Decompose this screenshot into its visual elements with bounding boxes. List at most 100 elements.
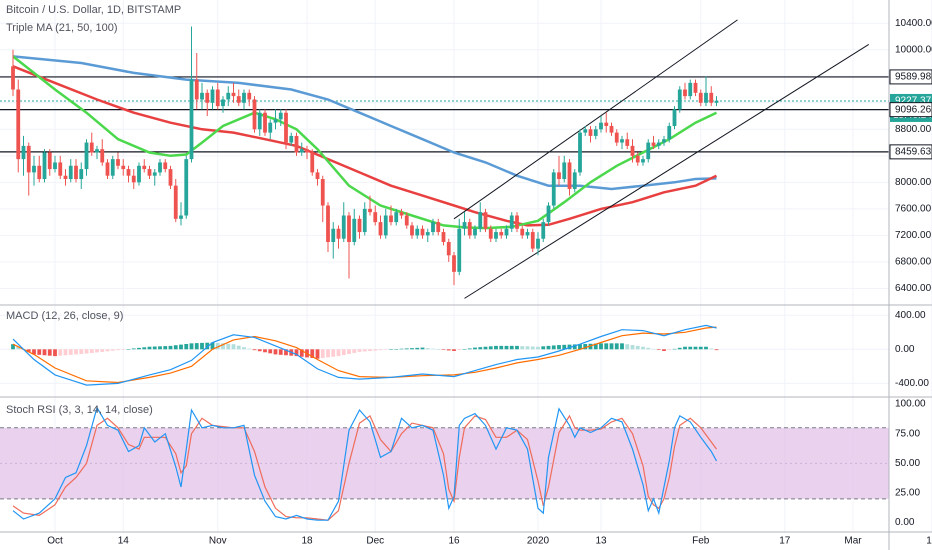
candle-body [467, 222, 472, 236]
macd-histogram-bar [399, 348, 404, 350]
candle-body [473, 228, 477, 236]
macd-histogram-bar [593, 343, 598, 350]
candle [341, 202, 346, 243]
candle [551, 169, 556, 209]
macd-histogram-bar [688, 346, 693, 350]
candle [520, 225, 525, 239]
macd-indicator-legend[interactable]: MACD (12, 26, close, 9) [6, 310, 124, 322]
candle [336, 225, 341, 249]
candle [457, 218, 462, 276]
macd-histogram-bar [389, 349, 393, 350]
macd-histogram-bar [121, 349, 126, 350]
macd-histogram-bar [263, 349, 267, 353]
candle [126, 165, 131, 183]
macd-histogram-bar [131, 348, 136, 350]
macd-histogram-bar [16, 346, 21, 350]
candle [530, 228, 535, 252]
candle [373, 205, 378, 226]
candle-body [662, 139, 666, 143]
candle-body [683, 89, 687, 97]
price-axis[interactable]: 6400.006800.007200.007600.008000.008400.… [889, 18, 932, 528]
candle-body [425, 232, 430, 236]
candle [562, 155, 567, 183]
macd-histogram-bar [714, 349, 719, 351]
macd-histogram-bar [452, 349, 456, 351]
candle-body [488, 228, 493, 239]
candle [163, 159, 168, 173]
macd-histogram-bar [410, 348, 414, 350]
candle [593, 125, 598, 140]
candle [599, 116, 603, 133]
macd-histogram-bar [226, 343, 231, 350]
macd-histogram-bar [42, 349, 47, 356]
symbol-title[interactable]: Bitcoin / U.S. Dollar, 1D, BITSTAMP [6, 4, 182, 16]
macd-histogram-bar [425, 348, 430, 350]
stoch-tick-label: 25.00 [895, 488, 920, 499]
candle [515, 212, 519, 233]
candle-body [614, 132, 619, 143]
macd-histogram-bar [672, 348, 677, 350]
candle [320, 175, 325, 223]
candle-body [37, 165, 42, 180]
candle-body [16, 89, 21, 160]
macd-histogram-bar [677, 347, 682, 350]
candle [499, 228, 504, 239]
candle [494, 228, 498, 243]
candle-body [530, 232, 535, 249]
candle [420, 225, 425, 239]
ma-indicator-legend[interactable]: Triple MA (21, 50, 100) [6, 22, 118, 34]
macd-histogram-bar [635, 345, 640, 350]
candle [263, 109, 267, 136]
candle [362, 202, 367, 236]
candle [541, 218, 546, 243]
macd-histogram-bar [168, 345, 173, 350]
macd-histogram-bar [709, 348, 714, 350]
candle-body [26, 145, 31, 173]
candle-body [625, 139, 630, 146]
candle-body [142, 165, 147, 170]
candle-body [273, 119, 278, 123]
candle-body [184, 159, 189, 216]
macd-histogram-bar [331, 349, 336, 357]
macd-histogram-bar [147, 346, 152, 350]
candle [247, 89, 252, 107]
candle-body [347, 215, 351, 243]
candle [299, 142, 304, 156]
candle-body [368, 208, 372, 213]
macd-histogram-bar [347, 349, 351, 354]
candle-body [509, 215, 514, 229]
candle [315, 169, 320, 186]
candle [656, 139, 661, 150]
time-axis[interactable]: Oct 14 Nov 18 Dec 16 2020 13 Feb 17 Mar 16 [47, 536, 932, 547]
candle [289, 132, 294, 146]
macd-histogram-bar [184, 343, 189, 350]
price-tick-label: 10400.00 [895, 18, 932, 29]
macd-histogram-bar [620, 343, 624, 350]
candle-body [609, 125, 614, 133]
macd-histogram-bar [604, 343, 609, 350]
candle [152, 169, 157, 186]
macd-histogram-bar [126, 349, 131, 350]
time-tick-label: 16 [926, 536, 932, 547]
macd-histogram-bar [473, 347, 477, 350]
macd-histogram-bar [236, 345, 241, 350]
macd-histogram-bar [200, 342, 204, 350]
candle [389, 205, 393, 226]
candle-body [593, 129, 598, 136]
price-label: 9589.98 [895, 72, 932, 83]
price-label: 9227.37 [895, 96, 932, 107]
candle [42, 149, 47, 183]
macd-histogram-bar [194, 343, 199, 350]
candle [583, 125, 588, 136]
macd-histogram-bar [368, 349, 372, 351]
candle-body [194, 79, 199, 100]
macd-signal-line [12, 326, 717, 384]
macd-histogram-bar [525, 346, 530, 350]
candle-body [268, 122, 273, 133]
candle [16, 79, 21, 173]
candle-body [635, 155, 640, 163]
stoch-rsi-indicator-legend[interactable]: Stoch RSI (3, 3, 14, 14, close) [6, 404, 153, 416]
macd-histogram-bar [683, 346, 687, 350]
price-tick-label: 10000.00 [895, 44, 932, 55]
